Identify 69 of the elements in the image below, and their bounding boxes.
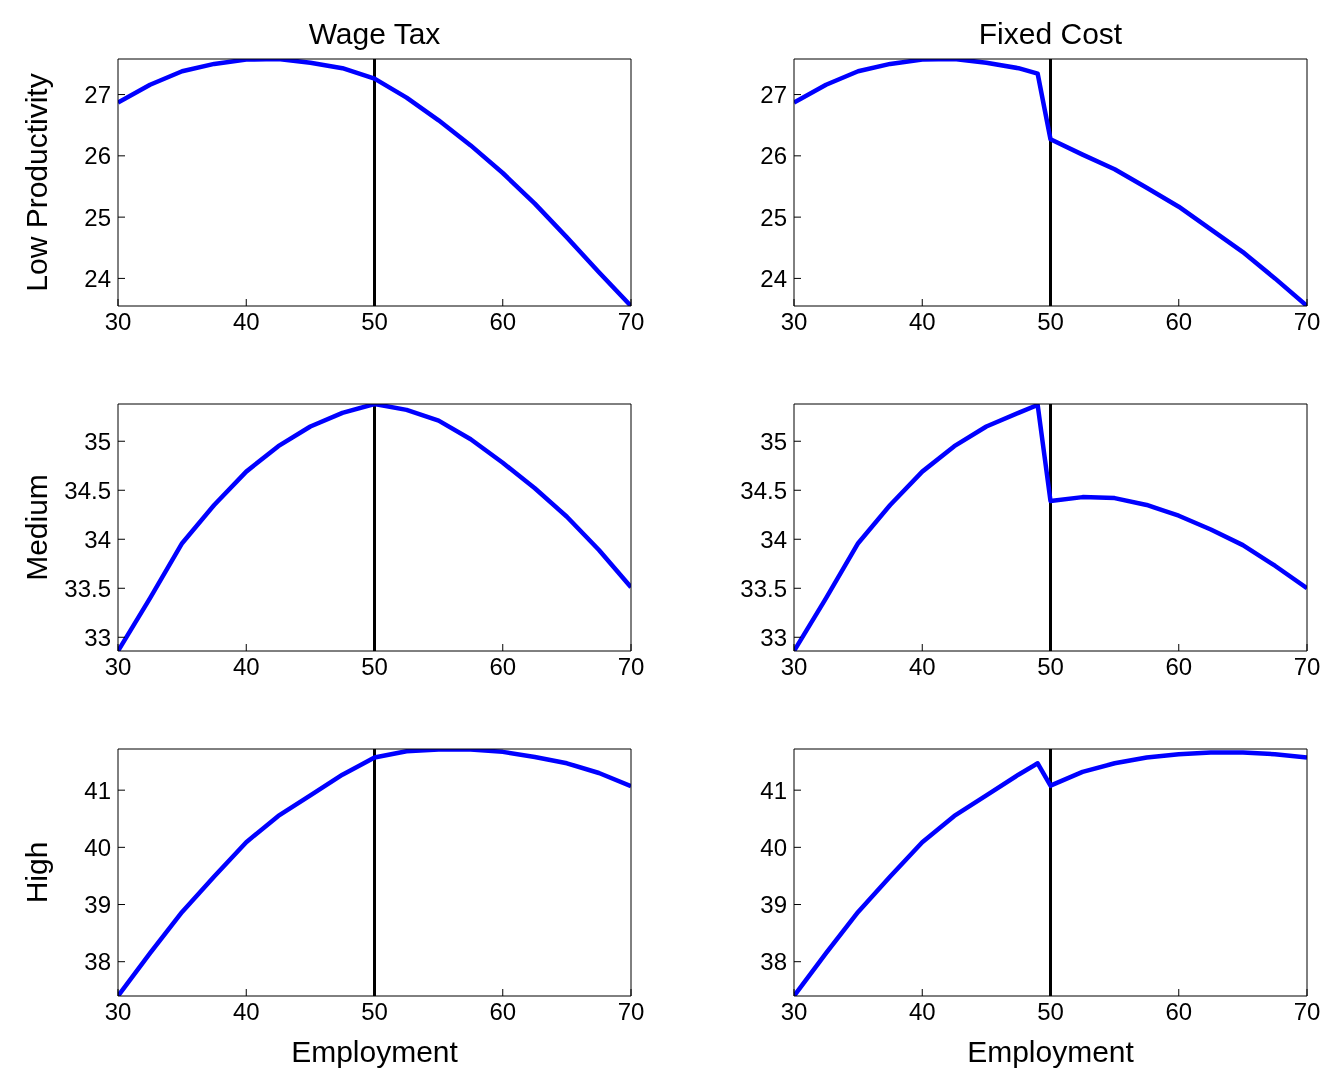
y-tick-label: 34	[84, 525, 111, 553]
x-tick-label: 40	[232, 308, 260, 336]
x-tick-label: 40	[908, 653, 936, 681]
x-tick-label: 60	[489, 653, 517, 681]
y-tick-label: 25	[84, 203, 111, 231]
x-tick-label: 50	[1037, 653, 1064, 681]
y-tick-label: 27	[84, 81, 111, 109]
y-tick-label: 39	[760, 891, 787, 919]
chart-title: Fixed Cost	[977, 17, 1124, 51]
y-tick-label: 33	[760, 623, 787, 651]
x-tick-label: 60	[1165, 998, 1193, 1026]
y-tick-label: 33.5	[64, 574, 111, 602]
y-tick-label: 39	[84, 891, 111, 919]
x-tick-label: 50	[361, 308, 388, 336]
x-tick-label: 50	[361, 998, 388, 1026]
x-tick-label: 70	[1293, 653, 1321, 681]
x-tick-label: 30	[104, 653, 132, 681]
x-tick-label: 40	[908, 998, 936, 1026]
x-axis-title: Employment	[291, 1035, 459, 1068]
x-tick-label: 60	[1165, 653, 1193, 681]
x-axis-title: Employment	[967, 1035, 1135, 1068]
y-tick-label: 24	[84, 264, 111, 292]
x-tick-label: 60	[489, 308, 517, 336]
line-series	[118, 404, 631, 651]
x-tick-label: 40	[908, 308, 936, 336]
y-tick-label: 40	[84, 833, 111, 861]
y-tick-label: 27	[760, 81, 787, 109]
x-tick-label: 50	[1037, 998, 1064, 1026]
y-tick-label: 33	[84, 623, 111, 651]
line-series	[118, 59, 631, 306]
y-tick-label: 25	[760, 203, 787, 231]
y-axis-title: Low Productivity	[19, 73, 53, 292]
x-tick-label: 30	[780, 308, 808, 336]
y-tick-label: 38	[760, 948, 787, 976]
x-tick-label: 30	[104, 308, 132, 336]
y-axis-title: Medium	[19, 474, 53, 581]
chart-title: Wage Tax	[307, 17, 442, 51]
y-tick-label: 34	[760, 525, 787, 553]
x-tick-label: 60	[1165, 308, 1193, 336]
y-tick-label: 34.5	[740, 476, 787, 504]
y-tick-label: 24	[760, 264, 787, 292]
x-tick-label: 50	[361, 653, 388, 681]
x-tick-label: 60	[489, 998, 517, 1026]
x-tick-label: 70	[617, 653, 645, 681]
x-tick-label: 30	[104, 998, 132, 1026]
line-series	[794, 750, 1307, 996]
x-tick-label: 70	[1293, 998, 1321, 1026]
y-tick-label: 34.5	[64, 476, 111, 504]
x-tick-label: 30	[780, 998, 808, 1026]
line-series	[794, 404, 1307, 651]
y-axis-title: High	[19, 841, 53, 904]
x-tick-label: 40	[232, 653, 260, 681]
x-tick-label: 70	[617, 308, 645, 336]
y-tick-label: 41	[84, 776, 111, 804]
y-tick-label: 35	[760, 427, 787, 455]
x-tick-label: 50	[1037, 308, 1064, 336]
y-tick-label: 26	[760, 142, 787, 170]
x-tick-label: 70	[1293, 308, 1321, 336]
y-tick-label: 40	[760, 833, 787, 861]
y-tick-label: 33.5	[740, 574, 787, 602]
x-tick-label: 70	[617, 998, 645, 1026]
y-tick-label: 38	[84, 948, 111, 976]
x-tick-label: 40	[232, 998, 260, 1026]
y-tick-label: 35	[84, 427, 111, 455]
line-series	[118, 749, 631, 996]
y-tick-label: 26	[84, 142, 111, 170]
y-tick-label: 41	[760, 776, 787, 804]
x-tick-label: 30	[780, 653, 808, 681]
line-series	[794, 59, 1307, 306]
